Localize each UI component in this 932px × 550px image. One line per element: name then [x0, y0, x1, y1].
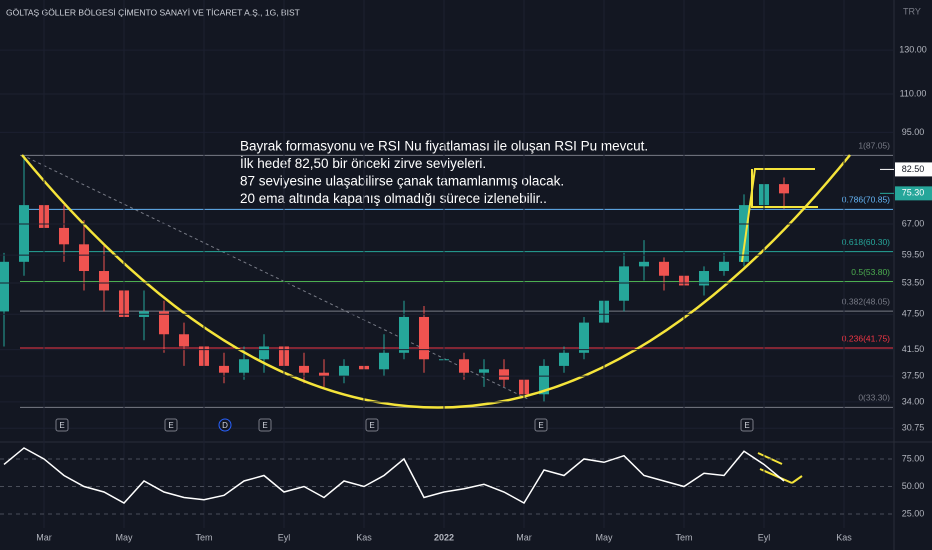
candle-body — [479, 369, 489, 373]
annotation-line: 20 ema altında kapanış olmadığı sürece i… — [240, 191, 547, 206]
event-marker: E — [168, 421, 173, 430]
candle-body — [399, 316, 409, 353]
event-marker: E — [369, 421, 374, 430]
fib-label: 0(33.30) — [858, 393, 890, 403]
price-label: 75.30 — [902, 188, 925, 198]
x-tick-label: Kas — [356, 532, 372, 542]
x-tick-label: May — [115, 532, 133, 542]
candle-body — [179, 334, 189, 347]
candle-body — [339, 365, 349, 377]
y-tick-label: 130.00 — [899, 45, 927, 55]
candle-body — [579, 322, 589, 353]
x-tick-label: Eyl — [278, 532, 291, 542]
fib-label: 0.618(60.30) — [842, 237, 890, 247]
fib-label: 0.786(70.85) — [842, 195, 890, 205]
candle-body — [559, 352, 569, 366]
price-label-box — [895, 186, 932, 201]
candle-body — [0, 261, 9, 312]
fib-label: 0.5(53.80) — [851, 267, 890, 277]
event-marker: E — [262, 421, 267, 430]
rsi-tick-label: 75.00 — [902, 453, 925, 463]
trend-line — [21, 154, 531, 401]
candle-body — [239, 359, 249, 373]
y-tick-label: 41.50 — [902, 344, 925, 354]
event-marker: E — [744, 421, 749, 430]
currency: TRY — [903, 6, 921, 16]
y-tick-label: 95.00 — [902, 127, 925, 137]
rsi-tick-label: 25.00 — [902, 508, 925, 518]
event-marker-box — [740, 418, 754, 432]
annotation-line: İlk hedef 82,50 bir önceki zirve seviyel… — [240, 156, 486, 171]
event-marker: D — [222, 421, 228, 430]
candle-body — [319, 372, 329, 377]
event-marker-box — [534, 418, 548, 432]
event-marker-box — [258, 418, 272, 432]
rsi-tick-label: 50.00 — [902, 481, 925, 491]
cup-curve — [21, 154, 851, 409]
chart-title: GÖLTAŞ GÖLLER BÖLGESİ ÇİMENTO SANAYİ VE … — [6, 7, 300, 17]
x-tick-label: Eyl — [758, 532, 771, 542]
flag-top — [741, 168, 815, 263]
candle-body — [379, 352, 389, 370]
fib-label: 0.382(48.05) — [842, 296, 890, 306]
price-label-box — [895, 162, 932, 177]
candle-body — [659, 261, 669, 276]
candle-body — [159, 311, 169, 335]
candle-body — [619, 266, 629, 301]
y-tick-label: 59.50 — [902, 249, 925, 259]
candle-body — [539, 365, 549, 395]
y-tick-label: 37.50 — [902, 371, 925, 381]
y-tick-label: 67.00 — [902, 218, 925, 228]
annotation-line: 87 seviyesine ulaşabilirse çanak tamamla… — [240, 174, 564, 189]
rsi-flag — [791, 475, 803, 484]
candle-body — [639, 261, 649, 267]
price-label: 82.50 — [902, 164, 925, 174]
event-marker-box — [55, 418, 69, 432]
candle-body — [739, 205, 749, 262]
candle-body — [59, 227, 69, 245]
x-tick-label: Kas — [836, 532, 852, 542]
x-tick-label: Tem — [675, 532, 692, 542]
candle-body — [499, 369, 509, 380]
event-marker-box — [365, 418, 379, 432]
candle-body — [19, 205, 29, 262]
candle-body — [699, 271, 709, 286]
candle-body — [779, 184, 789, 194]
x-tick-label: 2022 — [434, 532, 454, 542]
fib-label: 1(87.05) — [858, 141, 890, 151]
x-tick-label: Tem — [195, 532, 212, 542]
x-tick-label: Mar — [516, 532, 532, 542]
rsi-line — [3, 447, 785, 505]
y-tick-label: 110.00 — [900, 88, 927, 98]
candle-body — [79, 244, 89, 272]
rsi-flag — [759, 468, 793, 484]
flag-bottom — [751, 169, 818, 208]
x-tick-label: Mar — [36, 532, 52, 542]
candle-body — [419, 316, 429, 360]
y-tick-label: 47.50 — [902, 309, 925, 319]
y-tick-label: 30.75 — [902, 423, 925, 433]
x-tick-label: May — [595, 532, 613, 542]
event-marker: E — [538, 421, 543, 430]
fib-label: 0.236(41.75) — [842, 333, 890, 343]
candle-body — [259, 346, 269, 360]
candle-body — [219, 365, 229, 373]
y-tick-label: 34.00 — [902, 396, 925, 406]
event-marker-box — [218, 418, 232, 432]
candle-body — [99, 271, 109, 291]
y-tick-label: 53.50 — [902, 277, 925, 287]
event-marker: E — [59, 421, 64, 430]
candle-body — [299, 365, 309, 373]
candle-body — [719, 261, 729, 272]
candle-body — [459, 359, 469, 373]
event-marker-box — [164, 418, 178, 432]
